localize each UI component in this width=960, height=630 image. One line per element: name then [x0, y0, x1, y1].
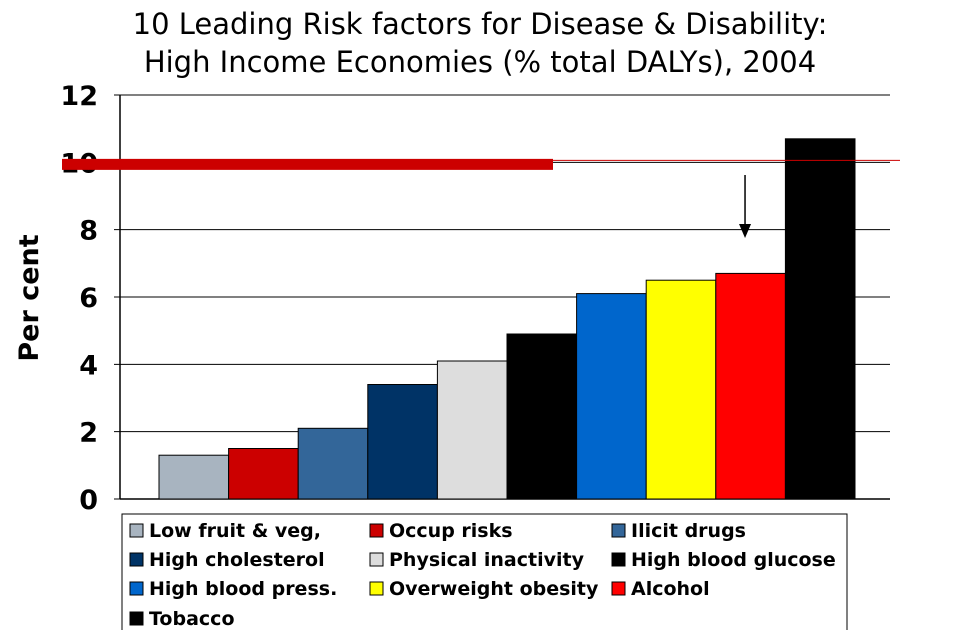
bar [784, 138, 856, 500]
legend-swatch [129, 581, 144, 596]
annotations [62, 158, 900, 238]
y-axis-label: Per cent [14, 234, 45, 361]
y-tick-label: 0 [79, 485, 98, 516]
legend-label: High blood press. [149, 578, 337, 600]
legend-label: Low fruit & veg, [149, 520, 321, 542]
legend-swatch [369, 523, 384, 538]
bar [576, 293, 647, 500]
legend-label: Ilicit drugs [631, 520, 746, 542]
legend-label: Physical inactivity [389, 549, 585, 571]
bars [158, 138, 856, 500]
y-tick-label: 8 [79, 216, 98, 247]
y-axis-ticks: 024681012 [60, 81, 98, 516]
bar [228, 448, 299, 500]
bar [645, 279, 717, 500]
y-tick-label: 6 [79, 283, 98, 314]
legend: Low fruit & veg, Occup risks Ilicit drugs H… [121, 513, 848, 630]
legend-swatch [129, 552, 144, 567]
chart-subtitle: High Income Economies (% total DALYs), 2… [144, 45, 816, 79]
chart-title: 10 Leading Risk factors for Disease & Di… [133, 7, 828, 41]
legend-box [121, 513, 848, 630]
legend-swatch [129, 523, 144, 538]
legend-swatch [611, 523, 626, 538]
bar [715, 272, 786, 500]
chart-title-group: 10 Leading Risk factors for Disease & Di… [133, 7, 828, 79]
bar [367, 384, 438, 500]
bar [158, 454, 230, 500]
legend-label: Occup risks [389, 520, 513, 542]
y-tick-label: 4 [79, 350, 98, 381]
legend-label: High blood glucose [631, 549, 836, 571]
legend-label: Tobacco [149, 608, 235, 630]
y-tick-label: 12 [60, 81, 98, 112]
legend-label: Alcohol [631, 578, 710, 600]
legend-swatch [611, 581, 626, 596]
bar [506, 333, 578, 500]
legend-label: Overweight obesity [389, 578, 599, 600]
legend-label: High cholesterol [149, 549, 325, 571]
legend-swatch [611, 552, 626, 567]
arrow-head-icon [739, 224, 752, 238]
bar [436, 360, 508, 500]
legend-swatch [129, 611, 144, 626]
legend-swatch [369, 552, 384, 567]
bar [297, 427, 369, 500]
legend-swatch [369, 581, 384, 596]
y-tick-label: 2 [79, 418, 98, 449]
